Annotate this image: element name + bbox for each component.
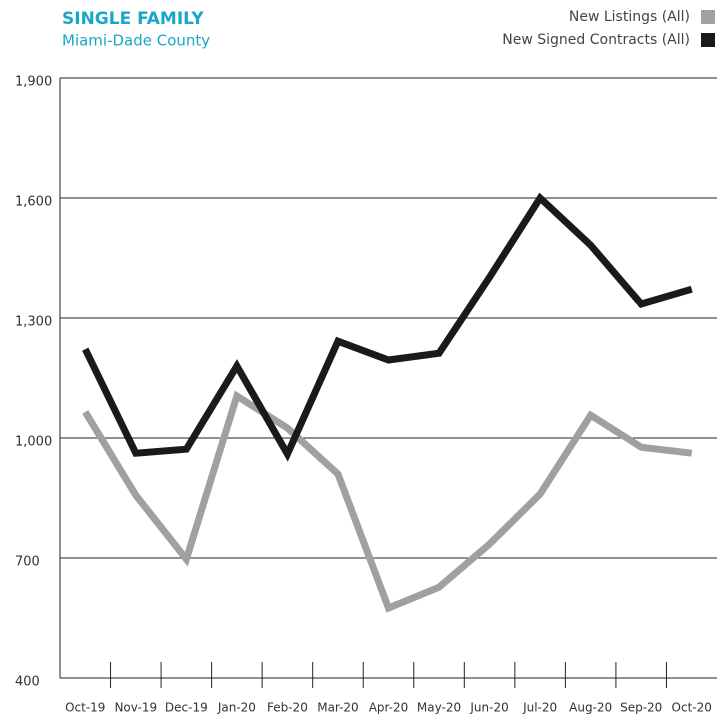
legend-swatch <box>701 33 715 47</box>
x-tick-label: Feb-20 <box>267 701 308 715</box>
x-tick-label: Jan-20 <box>217 701 256 715</box>
chart-subtitle: Miami-Dade County <box>62 32 210 50</box>
x-tick-label: Dec-19 <box>165 701 208 715</box>
line-series <box>82 192 693 462</box>
line-series <box>82 390 693 613</box>
y-tick-label: 1,000 <box>15 435 52 450</box>
x-tick-label: Oct-19 <box>65 701 105 715</box>
y-tick-label: 1,300 <box>15 315 52 330</box>
x-tick-label: Jul-20 <box>522 701 557 715</box>
chart-title: SINGLE FAMILY <box>62 9 204 29</box>
x-tick-label: Jun-20 <box>469 701 508 715</box>
x-tick-label: Nov-19 <box>114 701 157 715</box>
x-tick-label: Oct-20 <box>672 701 712 715</box>
y-tick-label: 400 <box>15 675 40 690</box>
x-tick-label: Apr-20 <box>369 701 409 715</box>
legend-label: New Signed Contracts (All) <box>502 32 690 48</box>
x-tick-label: Aug-20 <box>569 701 612 715</box>
y-tick-label: 700 <box>15 555 40 570</box>
x-tick-label: Mar-20 <box>317 701 358 715</box>
y-tick-label: 1,600 <box>15 195 52 210</box>
x-tick-label: May-20 <box>417 701 461 715</box>
legend-swatch <box>701 10 715 24</box>
x-tick-label: Sep-20 <box>620 701 662 715</box>
y-tick-label: 1,900 <box>15 75 52 90</box>
legend-label: New Listings (All) <box>569 9 690 25</box>
